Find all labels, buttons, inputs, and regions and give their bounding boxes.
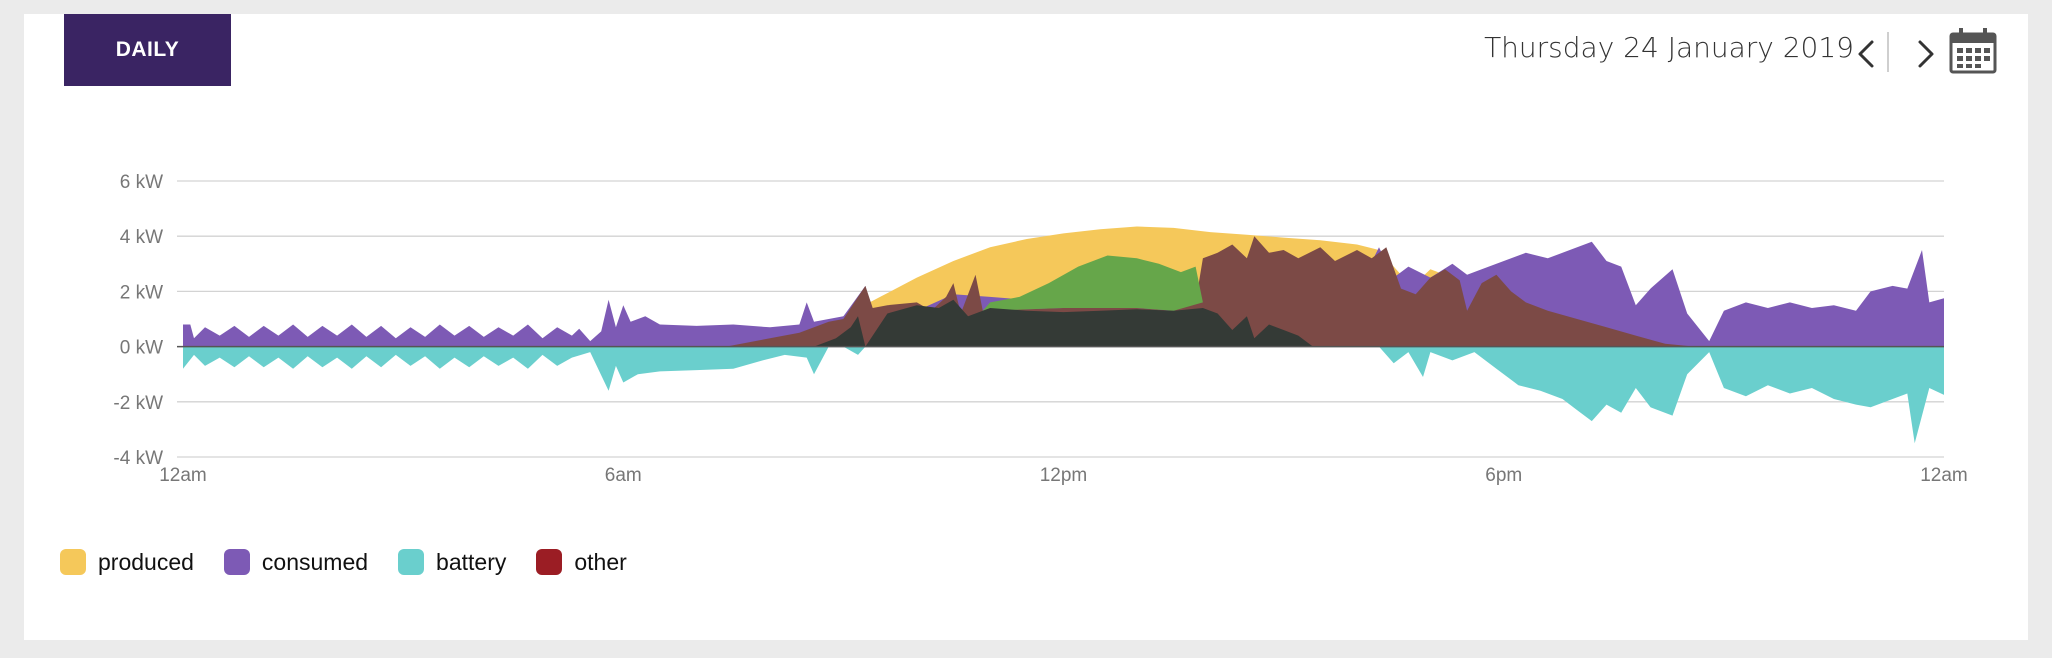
- series-area-overlap-dark: [814, 299, 1313, 347]
- nav-divider: [1887, 32, 1889, 72]
- legend-item-consumed[interactable]: consumed: [223, 548, 369, 576]
- legend-item-battery[interactable]: battery: [398, 549, 506, 576]
- legend-label: battery: [436, 548, 507, 575]
- legend-swatch: [60, 549, 86, 575]
- chart-card: DAILY Thursday 24 January 2019 6 kW 4 kW 2…: [24, 14, 2028, 640]
- calendar-icon: [1949, 28, 1997, 74]
- chevron-left-icon: [1858, 40, 1874, 68]
- next-day-button[interactable]: [1908, 34, 1944, 74]
- legend-item-other[interactable]: other: [536, 548, 627, 576]
- x-tick-label: 12am: [159, 465, 207, 486]
- prev-day-button[interactable]: [1850, 34, 1886, 74]
- legend-swatch: [536, 549, 563, 575]
- legend-label: consumed: [261, 548, 369, 575]
- y-tick-label: -2 kW: [113, 393, 163, 414]
- y-tick-label: 2 kW: [120, 282, 163, 303]
- y-tick-label: -4 kW: [113, 448, 163, 469]
- legend-swatch: [398, 549, 425, 575]
- y-tick-label: 0 kW: [120, 338, 163, 359]
- series-area-battery: [183, 346, 1944, 444]
- legend-item-produced[interactable]: produced: [60, 549, 194, 576]
- legend-label: produced: [98, 548, 194, 575]
- series-area-grid-export: [975, 255, 1203, 319]
- date-label: Thursday 24 January 2019: [1484, 31, 1854, 64]
- legend-swatch: [223, 549, 250, 575]
- y-tick-label: 4 kW: [120, 227, 163, 248]
- y-tick-label: 6 kW: [120, 172, 163, 193]
- x-tick-label: 12am: [1920, 465, 1968, 486]
- legend-label: other: [574, 548, 627, 575]
- legend: produced consumed battery other: [60, 542, 657, 582]
- chevron-right-icon: [1918, 40, 1934, 68]
- tab-daily[interactable]: DAILY: [64, 14, 231, 86]
- calendar-button[interactable]: [1948, 26, 1998, 76]
- x-tick-label: 12pm: [1040, 465, 1088, 486]
- x-tick-label: 6pm: [1485, 465, 1522, 486]
- x-tick-label: 6am: [605, 465, 642, 486]
